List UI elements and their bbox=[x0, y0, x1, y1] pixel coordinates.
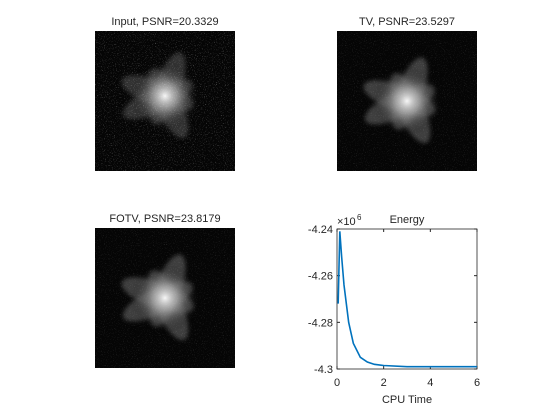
plot-area bbox=[336, 228, 478, 370]
x-axis-label: CPU Time bbox=[382, 394, 432, 406]
y-tick-label: -4.24 bbox=[308, 224, 333, 236]
x-tick-label: 4 bbox=[427, 377, 433, 389]
image-title: FOTV, PSNR=23.8179 bbox=[109, 213, 220, 225]
image-title: TV, PSNR=23.5297 bbox=[359, 16, 455, 28]
x-tick-label: 0 bbox=[334, 377, 340, 389]
image bbox=[95, 31, 235, 171]
y-tick-label: -4.28 bbox=[308, 317, 333, 329]
energy-line bbox=[337, 231, 477, 368]
y-tick-label: -4.3 bbox=[314, 364, 333, 376]
x-tick-label: 6 bbox=[474, 377, 480, 389]
image-noise bbox=[337, 31, 477, 171]
image-noise bbox=[95, 228, 235, 368]
x-tick-label: 2 bbox=[381, 377, 387, 389]
y-multiplier-power: 6 bbox=[357, 213, 362, 222]
image bbox=[337, 31, 477, 171]
image-noise bbox=[95, 31, 235, 171]
image bbox=[95, 228, 235, 368]
chart-title: Energy bbox=[390, 214, 425, 226]
y-tick-label: -4.26 bbox=[308, 271, 333, 283]
image-title: Input, PSNR=20.3329 bbox=[111, 16, 218, 28]
y-multiplier: ×10 bbox=[337, 216, 356, 228]
